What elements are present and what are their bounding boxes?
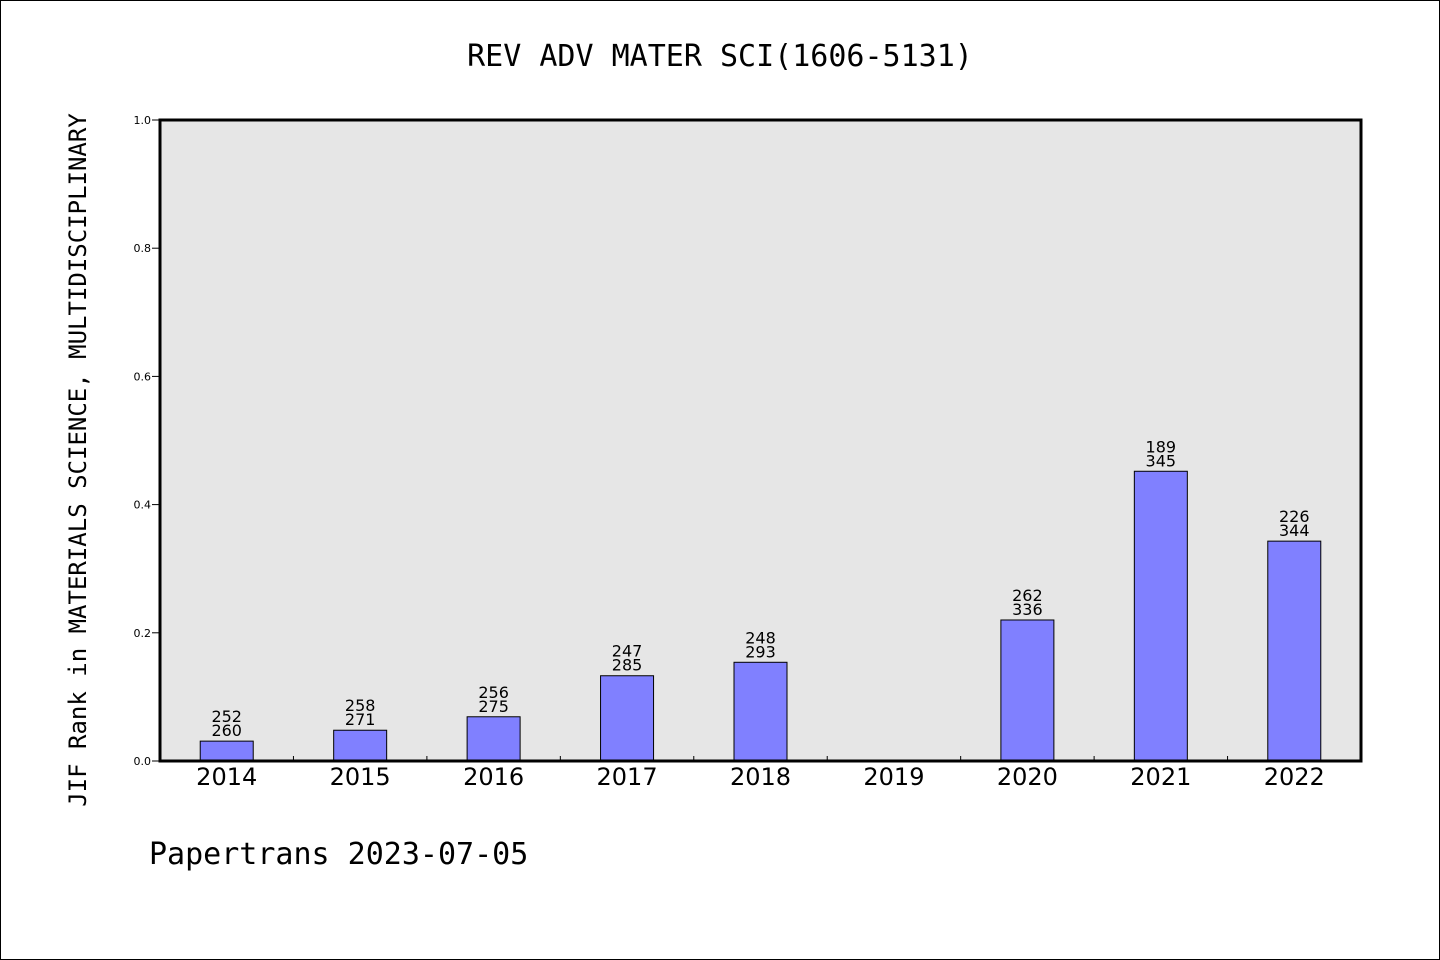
- x-tick-label-2021: 2021: [1130, 763, 1191, 791]
- y-tick-label-0.6: 0.6: [134, 370, 152, 383]
- bar-label-rank-2016: 256: [478, 683, 509, 702]
- bar-labels-group: 2522602582712562752472852482932623361893…: [211, 437, 1309, 740]
- bars-group: [199, 470, 1322, 762]
- x-tick-label-2015: 2015: [330, 763, 391, 791]
- bar-label-total-2021: 345: [1146, 451, 1177, 470]
- bar-label-total-2016: 275: [478, 697, 509, 716]
- footer-text: Papertrans 2023-07-05: [149, 837, 528, 872]
- bar-2020: [1000, 619, 1055, 762]
- chart-title: REV ADV MATER SCI(1606-5131): [467, 39, 973, 74]
- x-tick-label-2018: 2018: [730, 763, 791, 791]
- y-tick-label-0.2: 0.2: [134, 627, 152, 640]
- x-tick-label-2022: 2022: [1264, 763, 1325, 791]
- bar-label-rank-2017: 247: [612, 642, 643, 661]
- bar-2017: [600, 675, 655, 762]
- bar-label-total-2018: 293: [745, 642, 776, 661]
- x-ticks-group: 2014 2015 2016 2017 2018 2019 2020 2021 2022: [196, 756, 1325, 791]
- bar-label-rank-2018: 248: [745, 628, 776, 647]
- bar-label-total-2017: 285: [612, 656, 643, 675]
- bar-2016: [466, 716, 521, 762]
- y-tick-label-1.0: 1.0: [134, 114, 152, 127]
- bar-label-total-2022: 344: [1279, 521, 1310, 540]
- y-tick-label-0.0: 0.0: [134, 755, 152, 768]
- bar-2014: [199, 740, 254, 762]
- x-tick-label-2019: 2019: [863, 763, 924, 791]
- bar-label-rank-2015: 258: [345, 696, 376, 715]
- bar-label-rank-2022: 226: [1279, 507, 1310, 526]
- bar-label-total-2014: 260: [211, 721, 242, 740]
- bar-label-rank-2014: 252: [211, 707, 242, 726]
- x-tick-label-2017: 2017: [597, 763, 658, 791]
- bar-2018: [733, 661, 788, 762]
- bar-2021: [1133, 470, 1188, 762]
- plot-border: [158, 118, 1363, 763]
- x-tick-label-2020: 2020: [997, 763, 1058, 791]
- y-axis-label: JIF Rank in MATERIALS SCIENCE, MULTIDISC…: [64, 113, 92, 807]
- y-ticks-group: 0.0 0.2 0.4 0.6 0.8 1.0: [134, 114, 160, 768]
- x-tick-label-2014: 2014: [196, 763, 257, 791]
- bar-2015: [333, 729, 388, 762]
- y-tick-label-0.4: 0.4: [134, 499, 152, 512]
- bar-2022: [1267, 540, 1322, 762]
- bar-label-total-2015: 271: [345, 710, 376, 729]
- bar-label-total-2020: 336: [1012, 600, 1043, 619]
- x-tick-label-2016: 2016: [463, 763, 524, 791]
- bar-label-rank-2021: 189: [1146, 437, 1177, 456]
- y-tick-label-0.8: 0.8: [134, 242, 152, 255]
- bar-label-rank-2020: 262: [1012, 586, 1043, 605]
